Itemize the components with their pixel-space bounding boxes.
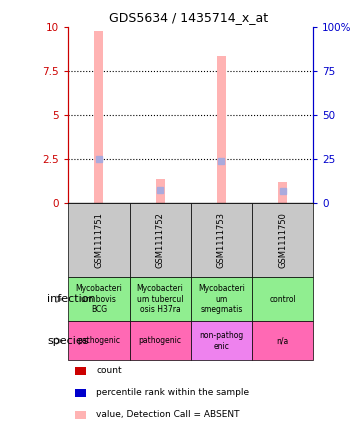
Text: GDS5634 / 1435714_x_at: GDS5634 / 1435714_x_at (110, 11, 268, 24)
Bar (278, 182, 287, 203)
Text: n/a: n/a (276, 336, 289, 346)
Text: GSM1111750: GSM1111750 (278, 212, 287, 268)
Text: pathogenic: pathogenic (139, 336, 182, 346)
Text: species: species (47, 336, 89, 346)
Text: non-pathog
enic: non-pathog enic (199, 331, 244, 351)
Bar (94, 31, 104, 203)
Text: Mycobacteri
um
smegmatis: Mycobacteri um smegmatis (198, 284, 245, 314)
Bar (155, 179, 165, 203)
Text: count: count (96, 366, 122, 376)
Text: infection: infection (47, 294, 96, 304)
Bar (217, 55, 226, 203)
Text: pathogenic: pathogenic (77, 336, 120, 346)
Text: Mycobacteri
um tubercul
osis H37ra: Mycobacteri um tubercul osis H37ra (137, 284, 183, 314)
Text: percentile rank within the sample: percentile rank within the sample (96, 388, 249, 398)
Text: GSM1111752: GSM1111752 (156, 212, 164, 268)
Text: Mycobacteri
um bovis
BCG: Mycobacteri um bovis BCG (76, 284, 122, 314)
Text: GSM1111751: GSM1111751 (94, 212, 103, 268)
Text: control: control (269, 295, 296, 304)
Text: value, Detection Call = ABSENT: value, Detection Call = ABSENT (96, 410, 240, 420)
Text: GSM1111753: GSM1111753 (217, 212, 226, 268)
